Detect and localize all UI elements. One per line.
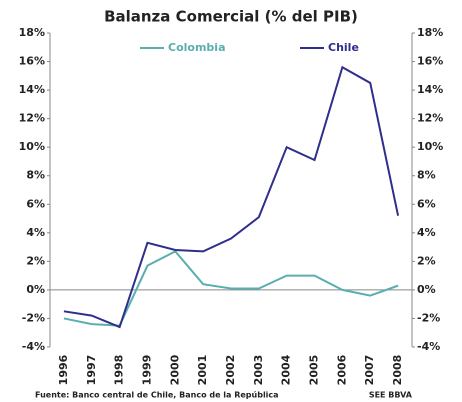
x-tick-label: 1998 (113, 355, 126, 386)
y-tick-label: 12% (19, 112, 45, 125)
x-tick-label: 1996 (57, 354, 70, 385)
series-line (63, 65, 400, 329)
y2-tick-label: 4% (417, 226, 436, 239)
legend-label: Colombia (168, 41, 226, 54)
y2-tick-label: -2% (417, 311, 440, 324)
y-tick-label: 14% (19, 83, 45, 96)
y-tick-label: -4% (22, 340, 45, 353)
legend-label: Chile (328, 41, 359, 54)
series-line (63, 250, 399, 327)
y2-tick-label: 12% (417, 112, 443, 125)
x-tick-label: 2005 (308, 355, 321, 386)
x-tick-label: 1997 (85, 355, 98, 386)
y-tick-label: 4% (26, 226, 45, 239)
y2-tick-label: 8% (417, 169, 436, 182)
x-tick-label: 1999 (140, 355, 153, 386)
y-tick-label: 10% (19, 140, 45, 153)
y-tick-label: 18% (19, 26, 45, 39)
y-tick-label: 16% (19, 55, 45, 68)
y-tick-label: 2% (26, 254, 45, 267)
y2-tick-label: 10% (417, 140, 443, 153)
y2-tick-label: 2% (417, 254, 436, 267)
y-tick-label: 8% (26, 169, 45, 182)
y-tick-label: -2% (22, 311, 45, 324)
y-tick-label: 6% (26, 197, 45, 210)
x-tick-label: 2002 (224, 355, 237, 386)
y2-tick-label: 6% (417, 197, 436, 210)
y2-tick-label: -4% (417, 340, 440, 353)
y2-tick-label: 16% (417, 55, 443, 68)
source: Fuente: Banco central de Chile, Banco de… (35, 391, 279, 400)
x-tick-label: 2004 (280, 354, 293, 385)
y-tick-label: 0% (26, 283, 45, 296)
y2-tick-label: 18% (417, 26, 443, 39)
x-tick-label: 2008 (391, 355, 404, 386)
credit: SEE BBVA (369, 391, 413, 400)
x-tick-label: 2006 (335, 354, 348, 385)
y2-tick-label: 0% (417, 283, 436, 296)
chart-title: Balanza Comercial (% del PIB) (104, 8, 358, 26)
x-tick-label: 2007 (363, 355, 376, 386)
x-tick-label: 2000 (168, 354, 181, 385)
x-tick-label: 2003 (252, 355, 265, 386)
x-tick-label: 2001 (196, 355, 209, 386)
y2-tick-label: 14% (417, 83, 443, 96)
